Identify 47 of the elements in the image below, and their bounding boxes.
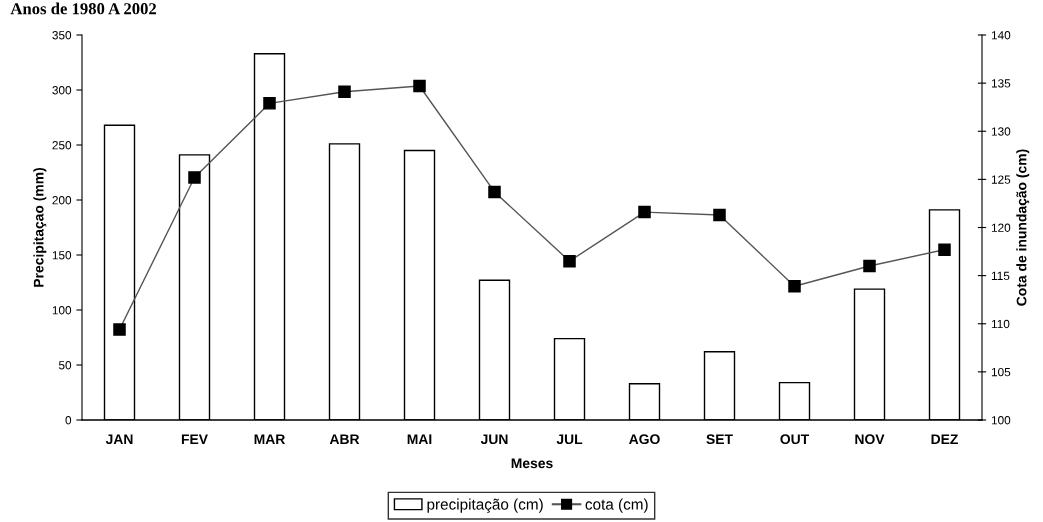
point <box>713 208 726 222</box>
x-tick-label: MAR <box>254 434 286 444</box>
x-axis-title: Meses <box>511 458 553 469</box>
x-tick-label: OUT <box>780 434 810 445</box>
x-tick-label: JUL <box>556 434 583 445</box>
chart-title: Anos de 1980 A 2002 <box>10 2 157 15</box>
y2-tick-label: 115 <box>991 271 1010 281</box>
y2-tick-label: 130 <box>991 127 1011 136</box>
y-tick-label: 150 <box>52 251 72 260</box>
x-tick-label: SET <box>706 434 733 445</box>
x-tick-label: JAN <box>105 434 133 445</box>
point <box>638 205 651 219</box>
x-tick-label: DEZ <box>931 434 958 444</box>
y-tick-label: 250 <box>52 141 72 150</box>
point <box>863 259 876 273</box>
y-tick-label: 350 <box>52 31 72 40</box>
y-tick-label: 200 <box>52 196 72 205</box>
y-tick-label: 50 <box>58 361 72 370</box>
y-tick-label: 100 <box>52 306 72 315</box>
point <box>488 185 501 199</box>
x-tick-label: MAI <box>407 434 432 444</box>
y2-tick-label: 140 <box>991 31 1011 40</box>
point <box>263 97 276 110</box>
point <box>413 79 426 93</box>
point <box>113 323 126 336</box>
y-tick-label: 300 <box>52 86 72 95</box>
y2-tick-label: 125 <box>991 175 1011 184</box>
legend-label: cota (cm) <box>585 498 648 513</box>
point <box>338 85 351 99</box>
y2-tick-label: 100 <box>991 416 1011 425</box>
x-tick-label: ABR <box>329 434 360 444</box>
x-tick-label: JUN <box>480 434 508 445</box>
y2-tick-label: 120 <box>991 223 1011 232</box>
y-axis-title: Precipitaçao (mm) <box>33 167 47 287</box>
legend-label: precipitação (cm) <box>427 498 543 513</box>
point <box>188 171 201 184</box>
point <box>938 243 951 256</box>
y2-tick-label: 135 <box>991 79 1011 88</box>
y2-axis-title: Cota de inundação (cm) <box>1016 149 1030 306</box>
y2-tick-label: 110 <box>991 319 1010 329</box>
y-tick-label: 0 <box>65 416 72 425</box>
point <box>563 254 576 268</box>
x-tick-label: NOV <box>855 434 885 445</box>
y2-tick-label: 105 <box>991 367 1011 377</box>
x-tick-label: AGO <box>629 434 660 445</box>
point <box>788 279 801 293</box>
x-tick-label: FEV <box>181 434 208 444</box>
